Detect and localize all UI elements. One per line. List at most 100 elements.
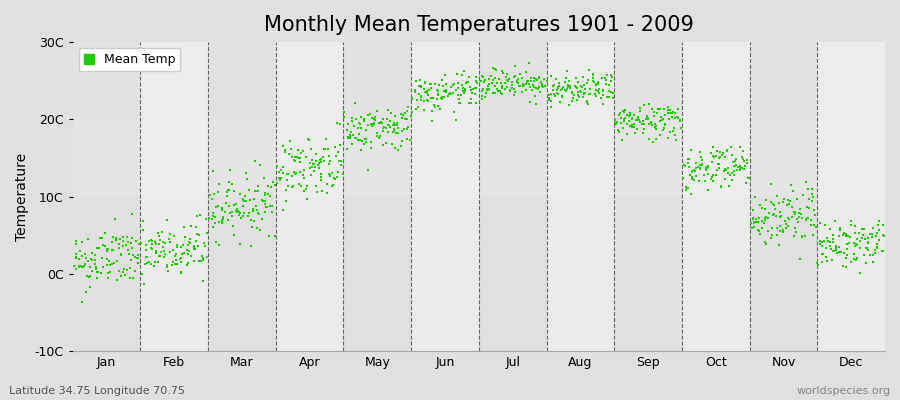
Point xyxy=(860,240,875,247)
Point xyxy=(678,163,692,170)
Point xyxy=(830,250,844,256)
Point xyxy=(174,255,188,261)
Point xyxy=(485,64,500,71)
Point xyxy=(512,82,526,89)
Point xyxy=(626,112,641,118)
Point xyxy=(544,104,558,110)
Point xyxy=(804,217,818,223)
Point xyxy=(625,124,639,130)
Point xyxy=(777,196,791,202)
Point xyxy=(142,238,157,244)
Point xyxy=(245,224,259,230)
Point xyxy=(808,212,823,219)
Point xyxy=(776,199,790,205)
Point xyxy=(591,88,606,94)
Point xyxy=(580,80,594,86)
Point xyxy=(148,250,163,257)
Point xyxy=(106,247,121,253)
Point xyxy=(473,78,488,84)
Point xyxy=(726,172,741,178)
Point xyxy=(611,129,625,135)
Point xyxy=(755,205,770,211)
Point xyxy=(508,73,523,80)
Point xyxy=(429,87,444,93)
Point xyxy=(161,236,176,243)
Point xyxy=(738,163,752,169)
Point xyxy=(668,110,682,117)
Point xyxy=(436,83,450,90)
Point xyxy=(706,144,720,150)
Point xyxy=(733,166,747,173)
Point xyxy=(701,171,716,177)
Point xyxy=(395,128,410,134)
Point xyxy=(606,94,620,101)
Point xyxy=(872,218,886,224)
Point xyxy=(410,97,424,104)
Point xyxy=(736,148,751,154)
Point xyxy=(103,269,117,276)
Point xyxy=(306,161,320,167)
Point xyxy=(505,82,519,88)
Point xyxy=(688,168,703,174)
Point xyxy=(843,222,858,228)
Point xyxy=(176,242,191,249)
Point xyxy=(189,238,203,244)
Point xyxy=(524,75,538,81)
Point xyxy=(144,261,158,268)
Point xyxy=(100,262,114,268)
Point xyxy=(651,106,665,112)
Point xyxy=(202,214,216,221)
Point xyxy=(222,210,237,216)
Point xyxy=(869,245,884,252)
Point xyxy=(819,234,833,241)
Point xyxy=(188,246,202,252)
Point xyxy=(181,242,195,248)
Point xyxy=(787,233,801,239)
Point xyxy=(249,202,264,209)
Bar xyxy=(208,42,275,351)
Point xyxy=(746,207,760,213)
Point xyxy=(261,233,275,239)
Point xyxy=(256,175,271,181)
Point xyxy=(774,213,788,220)
Point xyxy=(656,127,670,134)
Point xyxy=(849,243,863,249)
Point xyxy=(451,92,465,98)
Point xyxy=(652,131,667,138)
Point xyxy=(236,213,250,219)
Point xyxy=(869,244,884,250)
Point xyxy=(561,84,575,90)
Point xyxy=(513,83,527,89)
Point xyxy=(274,174,288,181)
Point xyxy=(491,88,506,94)
Point xyxy=(596,92,610,98)
Point xyxy=(167,253,182,259)
Point xyxy=(823,226,837,232)
Point xyxy=(155,229,169,236)
Point xyxy=(662,107,676,114)
Point xyxy=(510,79,525,86)
Point xyxy=(699,165,714,172)
Point xyxy=(777,226,791,233)
Point xyxy=(422,87,436,93)
Point xyxy=(184,236,198,242)
Point xyxy=(648,123,662,129)
Point xyxy=(370,130,384,136)
Point xyxy=(553,98,567,105)
Point xyxy=(292,169,307,175)
Point xyxy=(281,182,295,189)
Point xyxy=(552,83,566,89)
Point xyxy=(792,205,806,212)
Point xyxy=(329,120,344,126)
Point xyxy=(113,273,128,280)
Point xyxy=(739,180,753,186)
Point xyxy=(368,114,382,120)
Point xyxy=(215,204,230,211)
Point xyxy=(680,184,694,191)
Point xyxy=(410,104,425,110)
Point xyxy=(685,168,699,174)
Point xyxy=(123,265,138,272)
Point xyxy=(327,175,341,181)
Point xyxy=(352,131,366,137)
Point xyxy=(715,183,729,189)
